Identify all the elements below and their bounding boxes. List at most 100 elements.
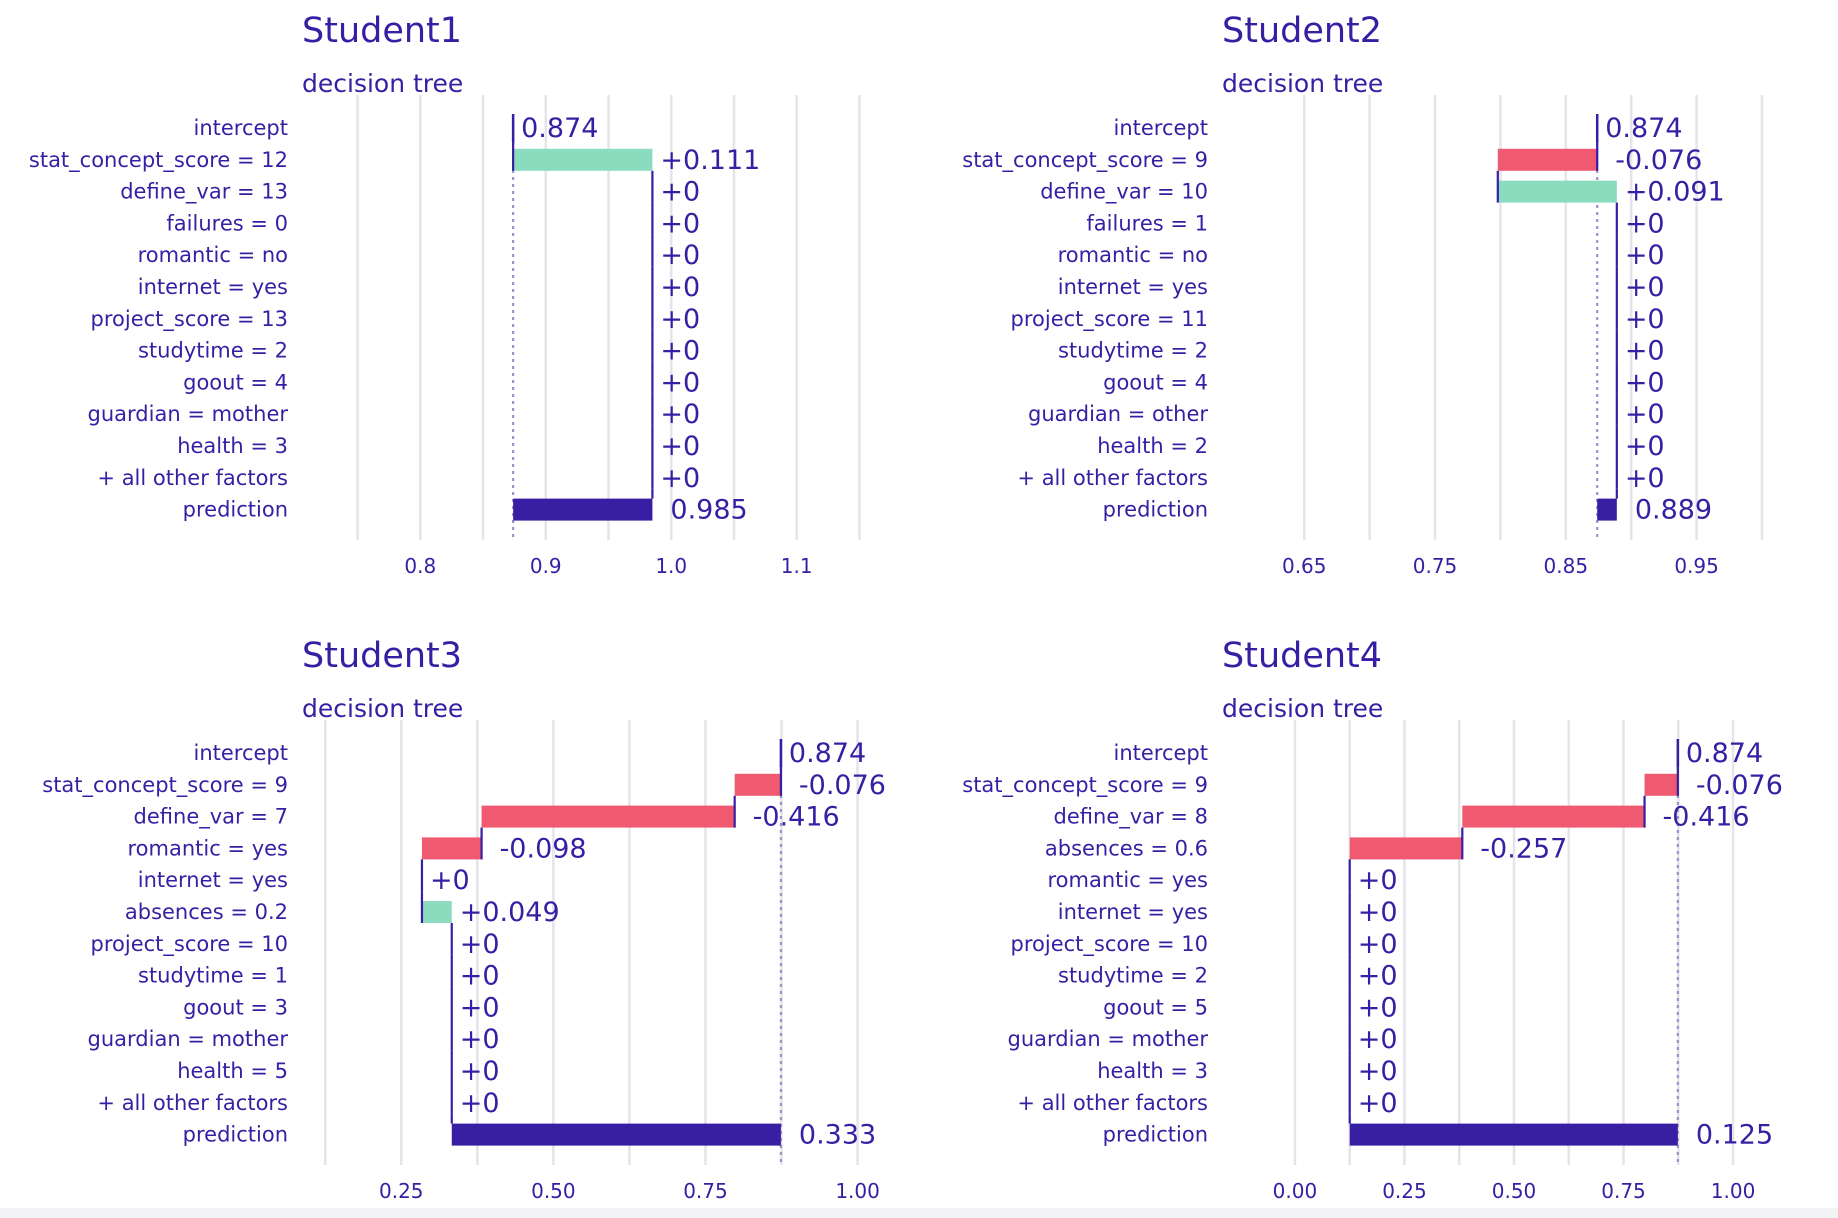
contribution-bar [1497, 180, 1617, 203]
row-label: internet = yes [138, 868, 288, 892]
row-label: goout = 4 [183, 370, 288, 394]
value-label: +0 [660, 399, 700, 430]
chart-subtitle: decision tree [302, 694, 463, 723]
value-label: +0 [1625, 431, 1665, 462]
row-label: absences = 0.2 [125, 900, 288, 924]
value-label: +0 [660, 208, 700, 239]
row-label: project_score = 11 [1011, 307, 1208, 332]
value-label: +0 [1358, 929, 1398, 960]
value-label: 0.874 [1686, 738, 1763, 769]
row-label: intercept [194, 116, 289, 140]
row-label: + all other factors [97, 466, 288, 490]
row-label: health = 3 [177, 434, 288, 458]
value-label: +0 [660, 304, 700, 335]
value-label: +0 [1625, 304, 1665, 335]
value-label: +0 [660, 463, 700, 494]
contribution-bar [421, 901, 452, 923]
row-label: health = 3 [1097, 1059, 1208, 1083]
chart-panel-2: Student2 decision tree 0.65 0.75 0.85 0.95 int… [962, 11, 1764, 578]
row-label: goout = 4 [1103, 370, 1208, 394]
contribution-bar [1644, 773, 1678, 796]
value-label: +0 [460, 929, 500, 960]
value-label: +0 [660, 177, 700, 208]
x-tick-label: 0.75 [1601, 1179, 1646, 1203]
row-label: goout = 3 [183, 995, 288, 1019]
x-tick-label: 0.75 [1413, 554, 1458, 578]
value-label: +0 [430, 865, 470, 896]
row-label: + all other factors [1017, 1091, 1208, 1115]
row-label: + all other factors [97, 1091, 288, 1115]
chart-panel-1: Student1 decision tree 0.8 0.9 1.0 1.1 interce… [29, 11, 861, 578]
value-label: -0.416 [1663, 802, 1750, 833]
chart-panel-3: Student3 decision tree 0.25 0.50 0.75 1.00 int… [42, 636, 886, 1203]
row-label: studytime = 2 [1058, 339, 1208, 363]
row-label: stat_concept_score = 9 [962, 773, 1208, 798]
value-label: +0 [460, 992, 500, 1023]
value-label: +0 [1625, 208, 1665, 239]
row-label: prediction [183, 498, 288, 522]
chart-title: Student1 [302, 11, 462, 51]
row-label: failures = 0 [166, 211, 288, 235]
row-label: health = 5 [177, 1059, 288, 1083]
chart-panel-4: Student4 decision tree 0.00 0.25 0.50 0.75 1.0… [962, 636, 1783, 1203]
value-label: -0.416 [753, 802, 840, 833]
value-label: +0 [660, 367, 700, 398]
row-label: absences = 0.6 [1045, 836, 1208, 860]
contribution-bar [1497, 148, 1598, 171]
row-label: romantic = no [1058, 243, 1208, 267]
row-label: project_score = 10 [1011, 932, 1208, 957]
value-label: +0 [1625, 399, 1665, 430]
value-label: +0.049 [460, 897, 560, 928]
x-tick-label: 0.00 [1273, 1179, 1318, 1203]
chart-subtitle: decision tree [1222, 694, 1383, 723]
chart-title: Student2 [1222, 11, 1382, 51]
value-label: 0.333 [799, 1120, 876, 1151]
chart-subtitle: decision tree [302, 69, 463, 98]
row-label: goout = 5 [1103, 995, 1208, 1019]
value-label: 0.874 [521, 113, 598, 144]
value-label: +0 [1358, 992, 1398, 1023]
value-label: +0 [1625, 240, 1665, 271]
value-label: +0 [1358, 1088, 1398, 1119]
chart-title: Student4 [1222, 636, 1382, 676]
value-label: -0.076 [1615, 145, 1702, 176]
chart-title: Student3 [302, 636, 462, 676]
value-label: +0 [1358, 865, 1398, 896]
row-label: prediction [1103, 498, 1208, 522]
row-label: intercept [194, 741, 289, 765]
row-label: internet = yes [138, 275, 288, 299]
value-label: +0.111 [660, 145, 760, 176]
x-tick-label: 0.65 [1282, 554, 1327, 578]
value-label: 0.125 [1696, 1120, 1773, 1151]
x-tick-label: 0.75 [683, 1179, 728, 1203]
row-label: romantic = yes [127, 836, 288, 860]
value-label: +0 [1358, 897, 1398, 928]
x-tick-label: 0.50 [531, 1179, 576, 1203]
x-tick-label: 0.25 [379, 1179, 424, 1203]
x-tick-label: 1.0 [655, 554, 687, 578]
contribution-bar [1462, 805, 1645, 828]
row-label: define_var = 10 [1040, 180, 1208, 205]
row-label: define_var = 8 [1054, 805, 1208, 830]
value-label: +0.091 [1625, 177, 1725, 208]
value-label: +0 [1358, 1024, 1398, 1055]
row-label: studytime = 2 [138, 339, 288, 363]
row-label: guardian = mother [1008, 1027, 1209, 1051]
value-label: 0.985 [670, 495, 747, 526]
contribution-bar [513, 148, 653, 171]
contribution-bar [421, 837, 482, 860]
row-label: stat_concept_score = 9 [962, 148, 1208, 173]
value-label: +0 [1625, 367, 1665, 398]
value-label: +0 [660, 240, 700, 271]
row-label: define_var = 7 [134, 805, 288, 830]
row-label: internet = yes [1058, 900, 1208, 924]
value-label: +0 [460, 1024, 500, 1055]
x-tick-label: 0.95 [1674, 554, 1719, 578]
value-label: -0.257 [1480, 833, 1567, 864]
row-label: studytime = 1 [138, 964, 288, 988]
contribution-bar [1349, 837, 1463, 860]
x-tick-label: 1.00 [1711, 1179, 1756, 1203]
value-label: +0 [1625, 336, 1665, 367]
x-tick-label: 0.85 [1544, 554, 1589, 578]
row-label: internet = yes [1058, 275, 1208, 299]
